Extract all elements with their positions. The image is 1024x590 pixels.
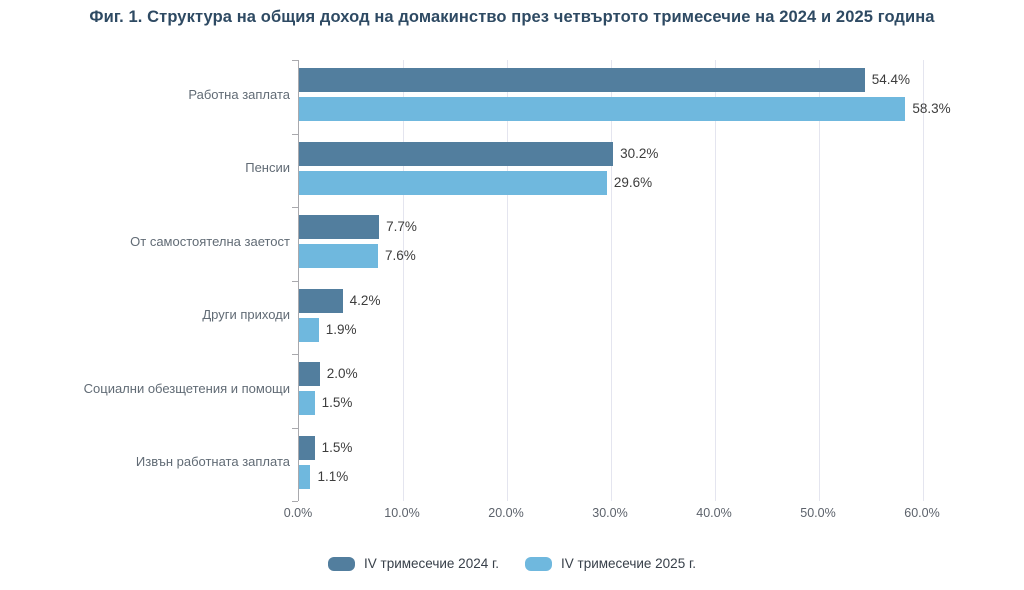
y-axis-tick [292,501,298,502]
category-label: Социални обезщетения и помощи [83,380,290,396]
bar-value-label: 2.0% [326,366,358,381]
bar-series-2024[interactable] [299,435,315,460]
y-axis-tick [292,280,298,282]
gridline [819,60,820,501]
category-label: Други приходи [202,307,290,322]
y-axis-tick [292,427,298,429]
bar-value-label: 7.6% [385,248,416,263]
y-axis-tick [292,354,298,355]
x-axis-tick-label: 60.0% [904,506,940,520]
legend-item[interactable]: IV тримесечие 2025 г. [525,556,696,571]
x-axis: 0.0% 10.0% 20.0% 30.0% 40.0% 50.0% 60.0% [284,506,940,524]
legend-label: IV тримесечие 2025 г. [561,556,696,571]
bar-series-2024[interactable] [299,141,614,166]
y-axis-tick [292,133,298,135]
gridline [923,60,924,501]
gridline [507,60,508,501]
category-label: Пенсии [245,160,290,175]
bar-value-label: 1.1% [317,468,349,484]
bar-value-label: 1.9% [325,321,357,337]
bar-series-2025[interactable] [299,464,311,489]
plot-area: 54.4% 58.3% 30.2% 29.6% 7.7% 7.6% 4.2% 1.9% 2.0%… [292,60,951,502]
x-axis-tick-label: 30.0% [592,506,628,520]
chart-title: Фиг. 1. Структура на общия доход на дома… [89,8,935,26]
bar-value-label: 1.5% [321,439,353,455]
bar-series-2025[interactable] [299,170,607,195]
category-axis: Работна заплата Пенсии От самостоятелна за… [0,60,290,501]
bar-value-label: 58.3% [912,101,951,116]
legend-swatch [525,556,552,571]
gridline [611,60,612,501]
bar-series-2024[interactable] [299,215,380,239]
bar-value-label: 30.2% [620,145,659,161]
category-label: От самостоятелна заетост [130,233,290,249]
legend-item[interactable]: IV тримесечие 2024 г. [328,556,499,571]
y-axis-tick [292,207,298,208]
bar-series-2024[interactable] [299,288,343,313]
gridline [715,60,716,501]
bar-series-2025[interactable] [299,244,379,268]
bar-series-2024[interactable] [299,68,865,92]
bar-value-label: 1.5% [321,395,353,410]
bar-value-label: 7.7% [386,219,417,234]
category-label: Извън работната заплата [135,454,290,469]
x-axis-tick-label: 0.0% [283,506,313,520]
y-axis-tick [292,60,298,61]
legend-label: IV тримесечие 2024 г. [364,556,499,571]
bar-value-label: 29.6% [613,174,653,190]
x-axis-tick-label: 40.0% [696,506,732,520]
category-label: Работна заплата [188,86,290,102]
bar-series-2025[interactable] [299,317,319,342]
bar-series-2024[interactable] [299,362,320,386]
legend: IV тримесечие 2024 г. IV тримесечие 2025 … [0,556,1024,571]
legend-swatch [328,556,356,571]
x-axis-tick-label: 50.0% [800,506,836,520]
bar-series-2025[interactable] [299,391,315,415]
gridline [403,60,404,501]
bar-series-2025[interactable] [299,97,906,121]
x-axis-tick-label: 20.0% [488,506,524,520]
x-axis-tick-label: 10.0% [384,506,420,520]
bar-value-label: 4.2% [349,292,381,308]
bar-value-label: 54.4% [871,72,911,87]
